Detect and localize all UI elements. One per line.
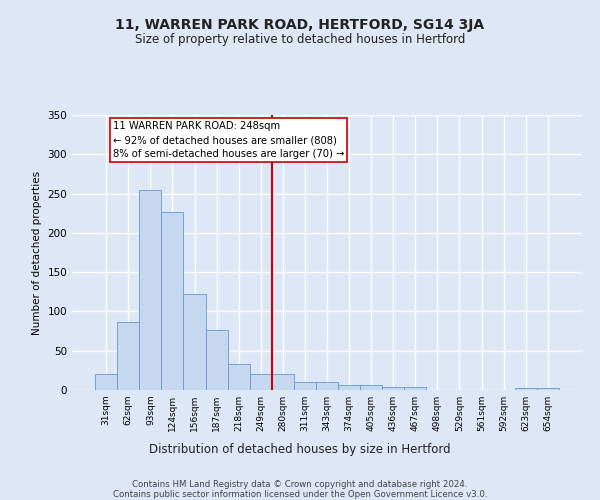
- Text: 11, WARREN PARK ROAD, HERTFORD, SG14 3JA: 11, WARREN PARK ROAD, HERTFORD, SG14 3JA: [115, 18, 485, 32]
- Text: Contains HM Land Registry data © Crown copyright and database right 2024.: Contains HM Land Registry data © Crown c…: [132, 480, 468, 489]
- Bar: [227, 364, 250, 390]
- Bar: [272, 374, 294, 390]
- Bar: [515, 388, 537, 390]
- Bar: [206, 330, 227, 390]
- Bar: [360, 386, 382, 390]
- Bar: [382, 387, 404, 390]
- Bar: [161, 212, 184, 390]
- Bar: [316, 382, 338, 390]
- Bar: [404, 387, 427, 390]
- Bar: [250, 374, 272, 390]
- Bar: [95, 374, 117, 390]
- Bar: [184, 294, 206, 390]
- Bar: [139, 190, 161, 390]
- Bar: [338, 386, 360, 390]
- Bar: [117, 322, 139, 390]
- Y-axis label: Number of detached properties: Number of detached properties: [32, 170, 42, 334]
- Bar: [537, 388, 559, 390]
- Text: Contains public sector information licensed under the Open Government Licence v3: Contains public sector information licen…: [113, 490, 487, 499]
- Text: 11 WARREN PARK ROAD: 248sqm
← 92% of detached houses are smaller (808)
8% of sem: 11 WARREN PARK ROAD: 248sqm ← 92% of det…: [113, 122, 344, 160]
- Bar: [294, 382, 316, 390]
- Text: Distribution of detached houses by size in Hertford: Distribution of detached houses by size …: [149, 442, 451, 456]
- Text: Size of property relative to detached houses in Hertford: Size of property relative to detached ho…: [135, 32, 465, 46]
